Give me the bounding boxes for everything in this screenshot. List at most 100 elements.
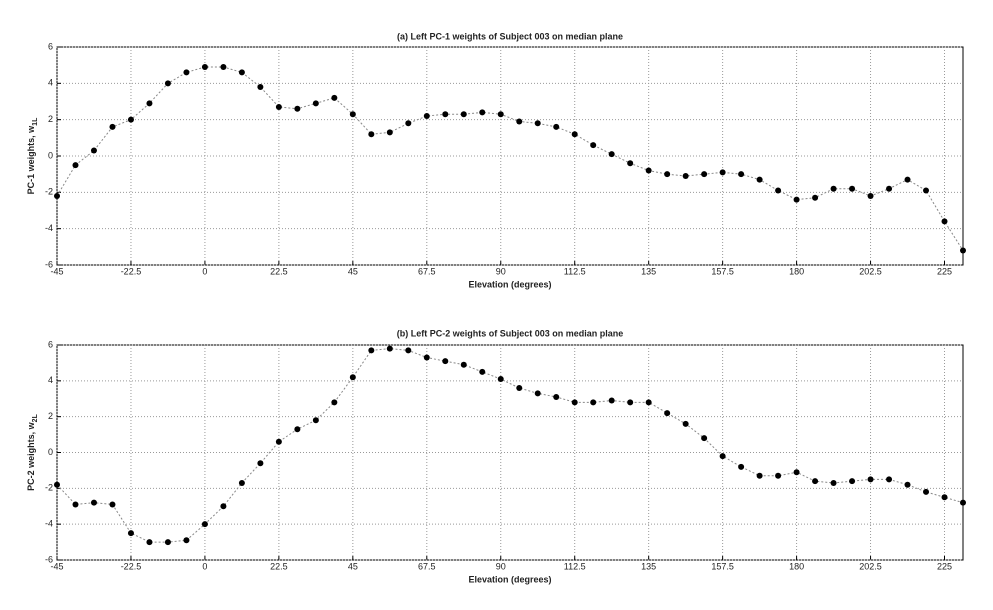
- data-point: [793, 196, 800, 203]
- x-tick-label: 90: [496, 561, 506, 571]
- y-axis-label: PC-2 weights, w2L: [26, 413, 38, 490]
- chart-title: (a) Left PC-1 weights of Subject 003 on …: [397, 31, 623, 41]
- data-point: [275, 103, 282, 110]
- data-point: [886, 185, 893, 192]
- data-point: [405, 347, 412, 354]
- y-tick-label: 6: [48, 41, 53, 51]
- data-point: [849, 478, 856, 485]
- x-tick-label: -22.5: [121, 266, 142, 276]
- data-point: [812, 194, 819, 201]
- data-point: [294, 105, 301, 112]
- subplot: -45 -22.5 0 22.5 45 67.5 90 112.5 135 157.5 180 202…: [26, 31, 966, 289]
- x-tick-label: 0: [202, 266, 207, 276]
- data-point: [775, 187, 782, 194]
- data-point: [127, 530, 134, 537]
- y-tick-label: 2: [48, 114, 53, 124]
- data-point: [54, 481, 60, 488]
- subplot: -45 -22.5 0 22.5 45 67.5 90 112.5 135 157.5 180 202…: [26, 328, 966, 584]
- x-tick-label: 67.5: [418, 266, 436, 276]
- data-point: [756, 472, 763, 479]
- data-point: [701, 171, 708, 178]
- data-point: [312, 100, 319, 107]
- data-point: [645, 167, 652, 174]
- data-point: [479, 368, 486, 375]
- x-tick-label: 90: [496, 266, 506, 276]
- data-point: [72, 501, 79, 508]
- series-line: [56, 66, 964, 251]
- data-point: [201, 63, 208, 70]
- data-point: [682, 420, 689, 427]
- data-point: [238, 479, 245, 486]
- data-point: [109, 501, 116, 508]
- y-tick-label: 4: [48, 375, 53, 385]
- data-point: [682, 172, 689, 179]
- data-point: [275, 438, 282, 445]
- y-tick-label: -2: [45, 483, 53, 493]
- data-point: [479, 109, 486, 116]
- data-point: [164, 539, 171, 546]
- data-point: [923, 488, 930, 495]
- data-point: [405, 120, 412, 127]
- data-point: [608, 151, 615, 158]
- data-point: [534, 390, 541, 397]
- data-point: [867, 192, 874, 199]
- data-point: [294, 426, 301, 433]
- y-axis-label-subscript: 1L: [32, 117, 39, 126]
- data-point: [516, 385, 523, 391]
- data-point: [756, 176, 763, 183]
- y-tick-label: -6: [45, 554, 53, 564]
- x-tick-label: 112.5: [564, 561, 586, 571]
- y-tick-label: -4: [45, 223, 53, 233]
- data-point: [109, 123, 116, 130]
- data-point: [146, 100, 153, 107]
- data-point: [331, 94, 338, 101]
- x-tick-label: 225: [937, 266, 952, 276]
- data-point: [386, 345, 393, 352]
- x-tick-label: 112.5: [564, 266, 586, 276]
- y-axis-label: PC-1 weights, w1L: [26, 117, 38, 194]
- data-point: [349, 374, 356, 381]
- data-point: [645, 399, 652, 406]
- data-point: [664, 410, 671, 417]
- data-point: [442, 358, 449, 365]
- data-point: [571, 399, 578, 406]
- x-tick-label: 45: [348, 266, 358, 276]
- x-tick-label: 22.5: [270, 266, 288, 276]
- data-point: [571, 131, 578, 138]
- data-point: [738, 463, 745, 470]
- data-point: [664, 171, 671, 178]
- x-tick-label: 202.5: [859, 561, 882, 571]
- data-point: [719, 453, 726, 460]
- data-point: [257, 460, 264, 467]
- series-line: [56, 348, 964, 543]
- data-point: [90, 499, 97, 506]
- data-point: [349, 111, 356, 118]
- data-point: [553, 393, 560, 400]
- data-point: [867, 476, 874, 483]
- data-point: [534, 120, 541, 127]
- data-point: [830, 185, 837, 192]
- x-tick-label: -45: [50, 561, 63, 571]
- x-tick-label: 225: [937, 561, 952, 571]
- x-axis-label: Elevation (degrees): [468, 574, 551, 584]
- x-tick-label: -22.5: [121, 561, 142, 571]
- data-point: [146, 539, 153, 546]
- data-point: [849, 185, 856, 192]
- data-point: [941, 218, 948, 225]
- data-point: [460, 111, 467, 118]
- data-point: [127, 116, 134, 123]
- data-point: [220, 503, 227, 510]
- data-point: [590, 399, 597, 406]
- data-point: [812, 478, 819, 485]
- y-tick-label: 2: [48, 411, 53, 421]
- data-point: [775, 472, 782, 479]
- x-tick-label: 22.5: [270, 561, 288, 571]
- data-point: [423, 354, 430, 361]
- data-point: [72, 162, 79, 169]
- x-tick-label: 135: [641, 561, 656, 571]
- x-tick-label: 180: [789, 266, 804, 276]
- data-point: [201, 521, 208, 528]
- data-point: [90, 147, 97, 154]
- data-point: [423, 113, 430, 120]
- data-point: [627, 160, 634, 167]
